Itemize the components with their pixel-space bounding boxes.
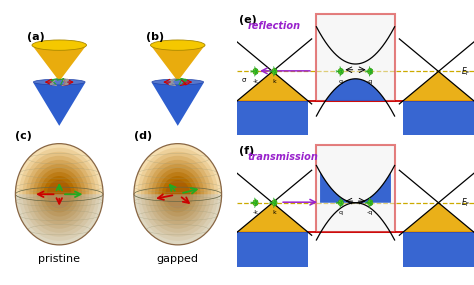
Polygon shape (152, 83, 204, 126)
Circle shape (152, 164, 204, 225)
Text: (f): (f) (239, 146, 255, 156)
Text: q: q (339, 210, 343, 215)
Text: (a): (a) (27, 32, 45, 42)
Circle shape (368, 200, 373, 206)
Text: -k: -k (253, 79, 258, 84)
Circle shape (29, 160, 89, 229)
Polygon shape (15, 194, 103, 245)
Circle shape (272, 200, 277, 206)
Circle shape (19, 148, 100, 241)
Circle shape (36, 168, 82, 221)
Circle shape (148, 160, 208, 229)
Circle shape (158, 172, 197, 217)
Circle shape (22, 152, 96, 237)
Text: gapped: gapped (157, 254, 199, 264)
Circle shape (145, 156, 211, 233)
Text: -q: -q (367, 210, 374, 215)
Circle shape (165, 180, 190, 208)
Circle shape (26, 156, 92, 233)
Circle shape (253, 200, 258, 206)
Text: q: q (339, 79, 343, 84)
Text: pristine: pristine (38, 254, 80, 264)
Circle shape (137, 148, 218, 241)
Text: k: k (273, 79, 276, 84)
Text: $E_{\mathrm{F}}$: $E_{\mathrm{F}}$ (461, 65, 470, 78)
Text: (e): (e) (239, 15, 257, 25)
Circle shape (15, 144, 103, 245)
Circle shape (44, 176, 75, 213)
Ellipse shape (33, 79, 85, 85)
Circle shape (272, 68, 277, 74)
Circle shape (47, 180, 72, 208)
Circle shape (40, 172, 79, 217)
Text: k: k (273, 210, 276, 215)
Text: (c): (c) (15, 131, 32, 141)
Circle shape (368, 68, 373, 74)
Circle shape (162, 176, 193, 213)
Ellipse shape (151, 40, 205, 50)
Circle shape (33, 164, 86, 225)
Bar (316, 14, 394, 101)
Polygon shape (33, 83, 85, 126)
Bar (316, 145, 394, 232)
Circle shape (141, 152, 215, 237)
Text: transmission: transmission (247, 152, 319, 162)
Circle shape (134, 144, 222, 245)
Text: -k: -k (253, 210, 258, 215)
Text: reflection: reflection (247, 21, 301, 31)
Text: (b): (b) (146, 32, 164, 42)
Ellipse shape (32, 40, 86, 50)
Text: $E_{\mathrm{F}}$: $E_{\mathrm{F}}$ (461, 196, 470, 209)
Circle shape (155, 168, 201, 221)
Ellipse shape (152, 79, 204, 85)
Circle shape (253, 68, 258, 74)
Polygon shape (151, 45, 205, 81)
Polygon shape (32, 45, 86, 81)
Circle shape (338, 68, 343, 74)
Text: -q: -q (367, 79, 374, 84)
Polygon shape (134, 194, 222, 245)
Text: (d): (d) (134, 131, 152, 141)
Circle shape (338, 200, 343, 206)
Text: σ: σ (241, 78, 246, 84)
